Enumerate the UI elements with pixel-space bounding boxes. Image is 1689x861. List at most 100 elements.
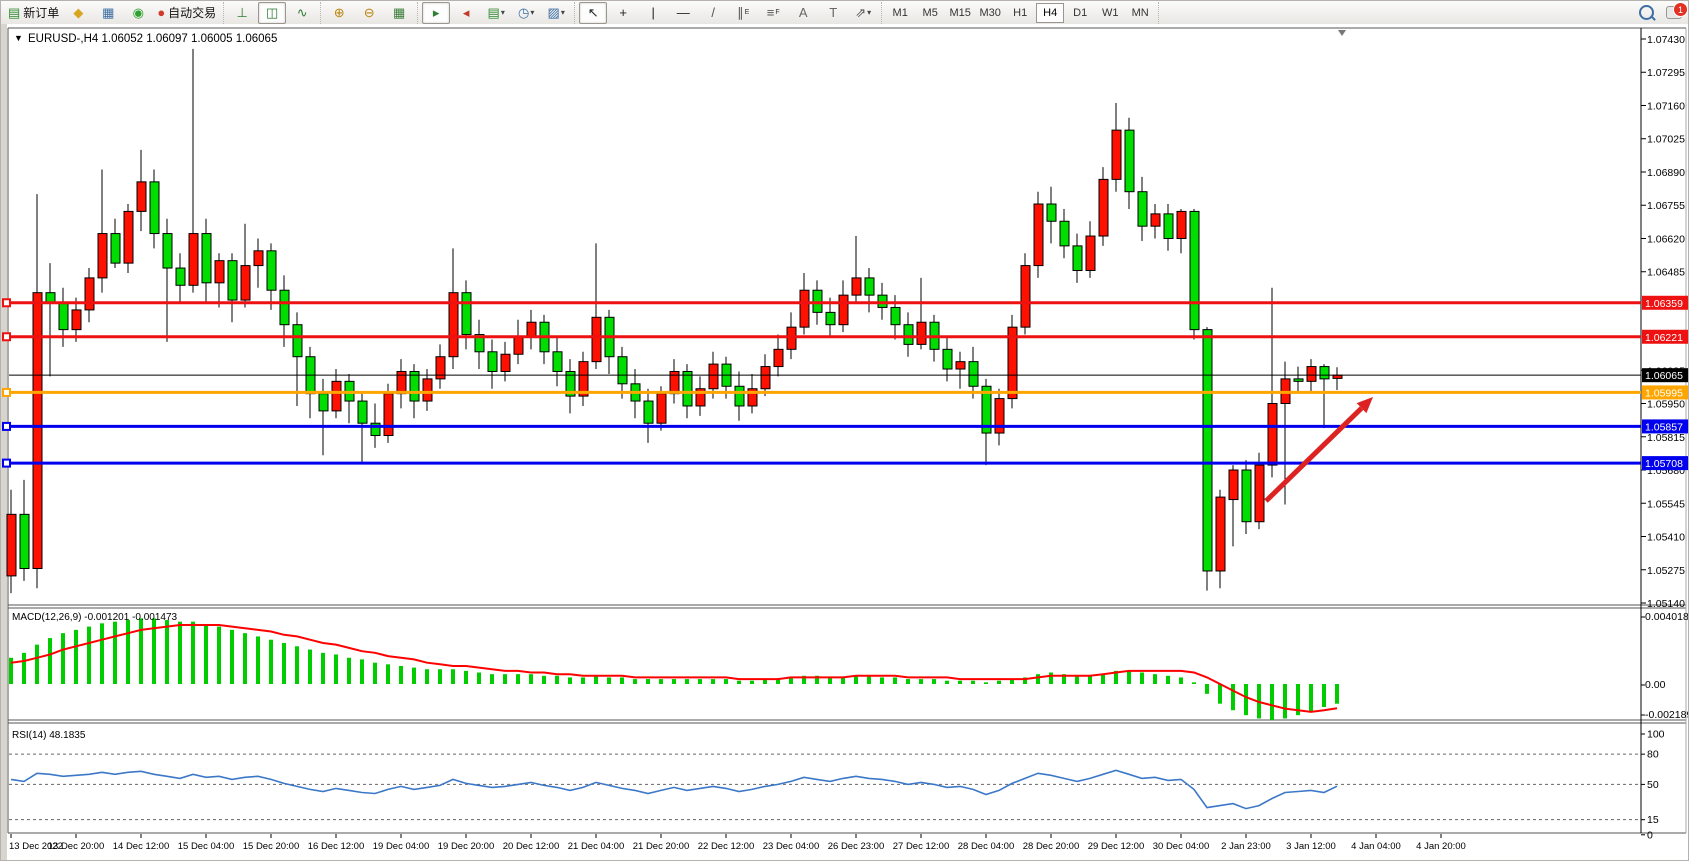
cursor-icon: ↖ [587,5,599,20]
fibonacci-icon[interactable]: ≡ F [759,2,787,24]
support-line-2-badge [1642,456,1688,471]
template-icon[interactable]: ▨ ▾ [542,2,570,24]
macd-histogram-bar [737,680,741,684]
shift-marker-icon[interactable] [1338,30,1346,36]
search-icon[interactable] [1639,5,1654,20]
eurusd-h4-chart[interactable]: 1.07430 1.07295 1.07160 1.07025 1.06890 1.067… [1,24,1689,861]
timeframe-h1[interactable]: H1 [1013,6,1028,19]
macd-histogram-bar [165,620,169,684]
macd-histogram-bar [61,633,65,684]
trendline-icon[interactable]: / [699,2,727,24]
timeframe-group: M1 M5 M15 M30 H1 H4 D1 W1 MN [882,1,1160,24]
signals-icon[interactable]: ◉ [124,2,152,24]
resistance-line-2-anchor[interactable] [2,332,11,342]
arrows-icon[interactable]: ⇗ ▾ [849,2,877,24]
new-chart-icon[interactable]: ▤ ▾ [482,2,510,24]
bar-chart-icon: ⊥ [236,5,248,20]
pivot-line-anchor[interactable] [2,387,11,397]
data-window-icon[interactable]: ▦ [94,2,122,24]
macd-axis-label: -0.002189 [1645,709,1689,721]
period-icon[interactable]: ◷ ▾ [512,2,540,24]
macd-histogram-bar [1205,684,1209,694]
candle-bear [617,356,628,385]
horizontal-line-icon[interactable]: — [669,2,697,24]
macd-histogram-bar [776,679,780,684]
candlestick-icon[interactable]: ◫ [258,1,287,24]
line-chart-icon[interactable]: ∿ [288,2,316,24]
label-icon[interactable]: T [819,2,847,24]
candle-bull [994,398,1005,434]
macd-histogram-bar [997,680,1001,684]
time-label: 15 Dec 20:00 [243,841,300,852]
vertical-line-icon[interactable]: | [639,2,667,24]
candle-bull [695,388,706,407]
template-icon-caret[interactable]: ▾ [560,8,565,17]
candle-bull [97,233,108,279]
support-line-1-anchor[interactable] [2,421,11,431]
macd-histogram-bar [334,654,338,684]
timeframe-m15[interactable]: M15 [949,6,971,19]
pivot-line-badge-label: 1.05995 [1645,387,1683,399]
macd-histogram-bar [204,624,208,684]
time-label: 22 Dec 12:00 [698,841,755,852]
macd-histogram-bar [152,618,156,684]
chart-shift-icon[interactable]: ◂ [452,2,480,24]
timeframe-m30[interactable]: M30 [979,6,1001,19]
rsi-axis-label: 50 [1647,779,1659,791]
crosshair-icon[interactable]: + [609,2,637,24]
candle-bull [526,321,537,338]
timeframe-h4[interactable]: H4 [1036,2,1065,23]
macd-histogram-bar [1179,677,1183,684]
rsi-label: RSI(14) 48.1835 [12,730,86,741]
macd-histogram-bar [1049,672,1053,684]
time-label: 3 Jan 12:00 [1286,841,1336,852]
candle-bull [1111,129,1122,180]
macd-axis-label: 0.004018 [1645,611,1689,623]
candle-bull [123,210,134,264]
macd-histogram-bar [1244,684,1248,716]
text-icon[interactable]: A [789,2,817,24]
zoom-in-icon[interactable]: ⊕ [325,2,353,24]
price-badges: 1.06359 1.06221 1.06065 1.05995 1.05857 1.057… [1642,295,1688,471]
timeframe-mn[interactable]: MN [1131,6,1149,19]
timeframe-m1[interactable]: M1 [892,6,908,19]
timeframe-w1[interactable]: W1 [1101,6,1119,19]
trendline-icon: / [711,5,715,20]
tile-windows-icon[interactable]: ▦ [385,2,413,24]
support-line-2-anchor[interactable] [2,458,11,468]
macd-histogram-bar [503,674,507,684]
bar-chart-icon[interactable]: ⊥ [228,2,256,24]
price-scale: 1.07430 1.07295 1.07160 1.07025 1.06890 1.067… [1641,34,1685,610]
candle-bull [513,336,524,355]
candle-bear [487,351,498,372]
timeframe-d1[interactable]: D1 [1073,6,1088,19]
candle-bull [1228,469,1239,501]
macd-histogram-bar [1023,677,1027,684]
autotrade-icon[interactable]: ● 自动交易 [154,2,219,24]
resistance-line-1-anchor[interactable] [2,298,11,308]
cursor-icon[interactable]: ↖ [579,1,608,24]
time-label: 23 Dec 04:00 [763,841,820,852]
new-chart-icon-caret[interactable]: ▾ [500,8,505,17]
period-icon-caret[interactable]: ▾ [530,8,535,17]
timeframe-m5[interactable]: M5 [922,6,938,19]
resistance-line-1-badge [1642,295,1688,310]
candle-bear [643,400,654,424]
macd-histogram-bar [1192,682,1196,684]
market-watch-icon[interactable]: ◆ [64,2,92,24]
channel-icon[interactable]: ∥ E [729,2,757,24]
notifications-icon[interactable]: 1 [1666,2,1688,19]
time-label: 4 Jan 04:00 [1351,841,1401,852]
time-label: 13 Dec 20:00 [48,841,105,852]
new-order-icon[interactable]: ▤ 新订单 [5,2,62,24]
trend-arrow-annotation[interactable] [1264,397,1373,503]
collapse-icon[interactable]: ▼ [14,33,23,43]
macd-histogram-bar [1036,674,1040,684]
template-icon: ▨ [547,5,560,20]
candle-bear [149,181,160,235]
arrows-icon-caret[interactable]: ▾ [867,8,872,17]
zoom-out-icon[interactable]: ⊖ [355,2,383,24]
auto-scroll-icon[interactable]: ▸ [422,1,451,24]
macd-histogram-bar [1062,674,1066,684]
